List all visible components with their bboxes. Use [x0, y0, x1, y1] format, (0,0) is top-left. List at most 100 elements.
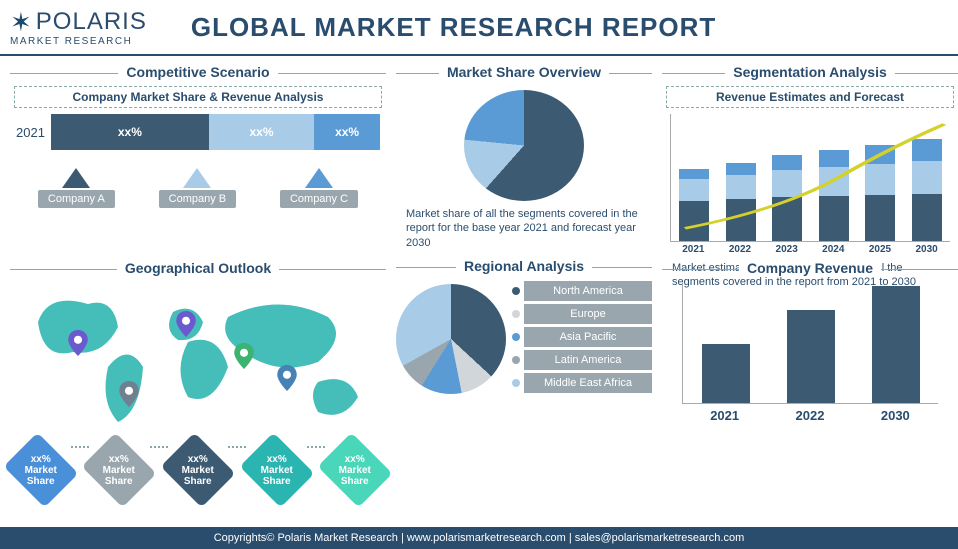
legend-label: Company B [159, 190, 236, 208]
region-item: North America [512, 281, 652, 301]
bar-slice [912, 139, 942, 161]
brand-subtitle: MARKET RESEARCH [10, 36, 147, 47]
world-map-icon [18, 282, 378, 442]
map-pin-icon [277, 365, 297, 391]
logo-star-icon: ✶ [10, 9, 36, 35]
segmentation-panel: Segmentation Analysis Revenue Estimates … [660, 62, 958, 252]
competitive-segment: xx% [209, 114, 314, 150]
badge-label: xx%MarketShare [339, 454, 371, 487]
map-pin-icon [119, 381, 139, 407]
bar-slice [726, 199, 756, 241]
dot-icon [512, 310, 520, 318]
region-label: Latin America [524, 350, 652, 370]
segmentation-bar [865, 145, 895, 241]
geo-badge-item: xx%MarketShare [248, 446, 306, 494]
diamond-badge-icon: xx%MarketShare [3, 433, 78, 508]
triangle-icon [183, 168, 211, 188]
region-item: Europe [512, 304, 652, 324]
competitive-segment: xx% [51, 114, 209, 150]
bar-slice [865, 164, 895, 195]
legend-item: Company C [280, 168, 358, 208]
segmentation-title: Segmentation Analysis [725, 64, 895, 80]
dot-icon [512, 379, 520, 387]
dot-icon [512, 356, 520, 364]
x-label: 2030 [881, 408, 910, 423]
market-share-panel: Market Share Overview Market share of al… [394, 62, 654, 252]
x-label: 2025 [869, 244, 891, 255]
triangle-icon [62, 168, 90, 188]
legend-label: Company A [38, 190, 115, 208]
legend-item: Company A [38, 168, 115, 208]
brand-name: POLARIS [36, 8, 147, 36]
footer: Copyrights© Polaris Market Research | ww… [0, 527, 958, 549]
revenue-bar [702, 344, 750, 404]
competitive-legend: Company A Company B Company C [16, 168, 380, 208]
x-label: 2030 [915, 244, 937, 255]
diamond-badge-icon: xx%MarketShare [239, 433, 314, 508]
diamond-badge-icon: xx%MarketShare [82, 433, 157, 508]
company-revenue-panel: Company Revenue 2021 2022 2030 [660, 258, 958, 518]
competitive-segment: xx% [314, 114, 380, 150]
competitive-bar: xx%xx%xx% [51, 114, 380, 150]
x-label: 2023 [776, 244, 798, 255]
geo-badge-item: xx%MarketShare [90, 446, 148, 494]
badge-label: xx%MarketShare [182, 454, 214, 487]
regional-title: Regional Analysis [456, 258, 592, 274]
region-label: Europe [524, 304, 652, 324]
geo-badge-item: xx%MarketShare [169, 446, 227, 494]
segmentation-chart [670, 114, 950, 242]
triangle-icon [305, 168, 333, 188]
x-label: 2022 [796, 408, 825, 423]
map-pin-icon [176, 311, 196, 337]
badge-label: xx%MarketShare [103, 454, 135, 487]
bar-slice [726, 175, 756, 199]
competitive-subtitle: Company Market Share & Revenue Analysis [14, 86, 382, 108]
regional-panel: Regional Analysis North AmericaEuropeAsi… [394, 258, 654, 518]
region-label: Middle East Africa [524, 373, 652, 393]
dot-icon [512, 287, 520, 295]
bar-slice [772, 155, 802, 170]
x-label: 2024 [822, 244, 844, 255]
revenue-bar [787, 310, 835, 403]
geo-badges: xx%MarketShare xx%MarketShare xx%MarketSha… [10, 446, 386, 494]
region-item: Latin America [512, 350, 652, 370]
segmentation-bar [726, 163, 756, 241]
legend-item: Company B [159, 168, 236, 208]
badge-label: xx%MarketShare [25, 454, 57, 487]
x-label: 2021 [682, 244, 704, 255]
dot-icon [512, 333, 520, 341]
brand-logo: ✶ POLARIS MARKET RESEARCH [10, 8, 147, 47]
market-share-caption: Market share of all the segments covered… [396, 201, 652, 250]
bar-slice [865, 195, 895, 241]
bar-slice [679, 179, 709, 201]
diamond-badge-icon: xx%MarketShare [318, 433, 393, 508]
region-label: North America [524, 281, 652, 301]
segmentation-xlabels: 202120222023202420252030 [670, 244, 950, 255]
bar-slice [819, 196, 849, 241]
segmentation-bar [912, 139, 942, 241]
bar-slice [772, 170, 802, 197]
bar-slice [819, 167, 849, 196]
bar-slice [679, 169, 709, 179]
page-title: GLOBAL MARKET RESEARCH REPORT [191, 12, 716, 43]
legend-label: Company C [280, 190, 358, 208]
region-item: Middle East Africa [512, 373, 652, 393]
geographical-title: Geographical Outlook [117, 260, 279, 276]
bar-slice [865, 145, 895, 164]
regional-pie [396, 284, 506, 394]
market-share-title: Market Share Overview [439, 64, 609, 80]
bar-slice [726, 163, 756, 175]
diamond-badge-icon: xx%MarketShare [160, 433, 235, 508]
competitive-title: Competitive Scenario [118, 64, 277, 80]
segmentation-subtitle: Revenue Estimates and Forecast [666, 86, 954, 108]
geographical-panel: Geographical Outlook xx%MarketSharexx%Ma… [8, 258, 388, 518]
geo-badge-item: xx%MarketShare [12, 446, 70, 494]
bar-slice [819, 150, 849, 167]
bar-slice [912, 194, 942, 241]
bar-slice [912, 161, 942, 194]
header: ✶ POLARIS MARKET RESEARCH GLOBAL MARKET … [0, 0, 958, 56]
competitive-year: 2021 [16, 125, 45, 140]
revenue-title: Company Revenue [739, 260, 881, 276]
x-label: 2021 [710, 408, 739, 423]
bar-slice [679, 201, 709, 241]
